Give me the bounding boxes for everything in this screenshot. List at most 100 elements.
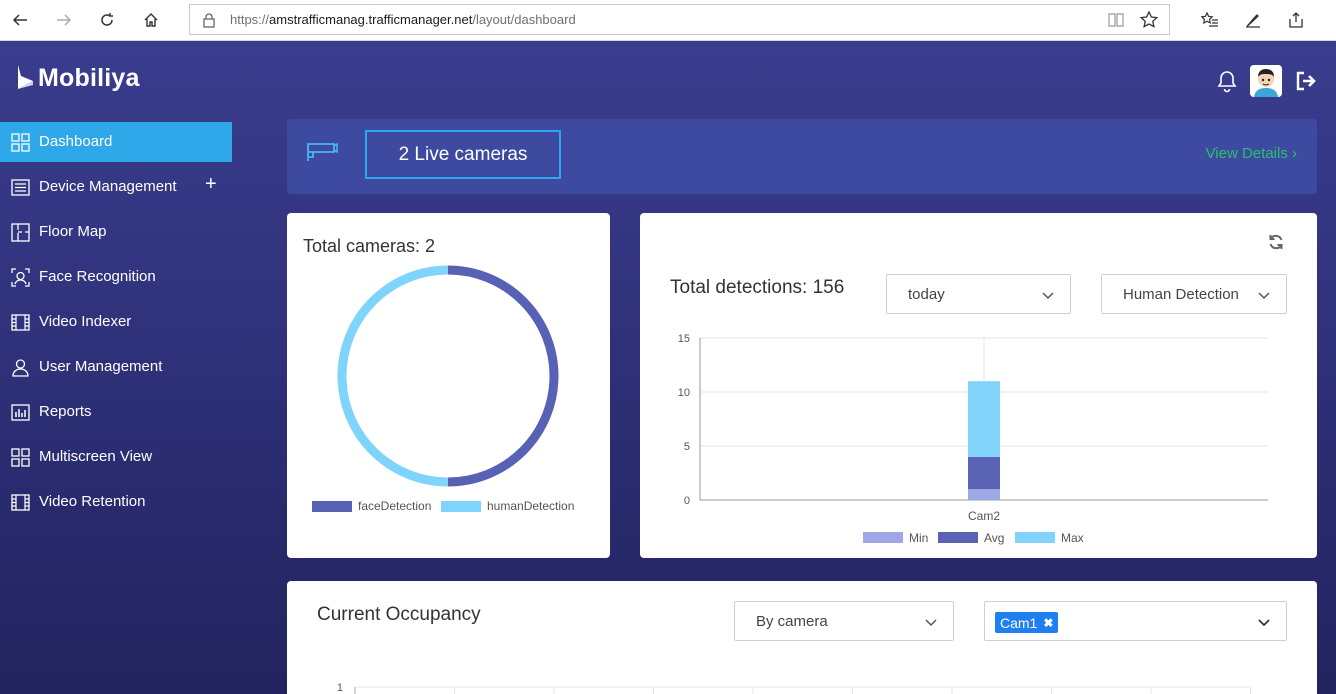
url-text: https://amstrafficmanag.trafficmanager.n…	[230, 12, 576, 27]
favorite-star-icon[interactable]	[1139, 10, 1159, 30]
legend-min[interactable]: Min	[863, 531, 928, 545]
chip-remove-icon[interactable]: ✖	[1043, 615, 1054, 630]
view-details-link[interactable]: View Details ›	[1205, 145, 1297, 162]
lock-icon	[203, 13, 215, 28]
list-icon	[11, 179, 30, 196]
period-select-value: today	[908, 286, 945, 303]
bar-min-cam2[interactable]	[968, 489, 1000, 500]
y-tick-label: 10	[678, 387, 690, 399]
legend-max[interactable]: Max	[1015, 531, 1084, 545]
favorites-list-icon[interactable]	[1196, 6, 1224, 34]
film-icon	[11, 494, 30, 511]
legend-avg[interactable]: Avg	[938, 531, 1004, 545]
legend-face-detection[interactable]: faceDetection	[312, 499, 431, 513]
sidebar-item-label: Multiscreen View	[39, 448, 153, 465]
grid-icon	[11, 133, 30, 152]
current-occupancy-title: Current Occupancy	[317, 604, 481, 625]
group-by-value: By camera	[756, 613, 828, 630]
camera-chip-label: Cam1	[1000, 614, 1038, 631]
detection-type-value: Human Detection	[1123, 286, 1239, 303]
sidebar-item-floor-map[interactable]: Floor Map	[0, 212, 232, 252]
total-cameras-title: Total cameras: 2	[303, 236, 436, 256]
chevron-down-icon	[1042, 292, 1054, 300]
y-tick-label: 15	[678, 333, 690, 345]
detection-type-select[interactable]: Human Detection	[1101, 274, 1287, 314]
legend-swatch	[1015, 532, 1055, 543]
address-bar[interactable]: https://amstrafficmanag.trafficmanager.n…	[189, 4, 1170, 35]
logout-icon[interactable]	[1294, 69, 1318, 93]
sidebar-item-video-indexer[interactable]: Video Indexer	[0, 302, 232, 342]
sidebar-item-label: User Management	[39, 358, 163, 375]
chevron-right-icon: ›	[1292, 145, 1297, 162]
bar-avg-cam2[interactable]	[968, 456, 1000, 490]
legend-human-detection[interactable]: humanDetection	[441, 499, 574, 513]
brand-name: Mobiliya	[38, 63, 140, 92]
camera-chip[interactable]: Cam1 ✖	[995, 612, 1059, 633]
refresh-icon[interactable]	[1267, 233, 1285, 251]
back-icon[interactable]	[6, 6, 34, 34]
forward-icon[interactable]	[50, 6, 78, 34]
live-cameras-banner: 2 Live cameras View Details ›	[287, 119, 1317, 194]
sidebar-item-label: Video Indexer	[39, 313, 132, 330]
chevron-down-icon	[1258, 619, 1270, 627]
total-detections-card: Total detections: 156 today Human Detect…	[640, 213, 1317, 558]
legend-swatch	[863, 532, 903, 543]
avatar-icon	[1250, 65, 1282, 97]
legend-label: Max	[1061, 531, 1084, 545]
cctv-camera-icon	[307, 142, 338, 161]
notification-bell-icon[interactable]	[1216, 69, 1238, 93]
total-cameras-card: Total cameras: 2 faceDetection humanDete…	[287, 213, 610, 558]
sidebar-item-label: Video Retention	[39, 493, 146, 510]
group-by-select[interactable]: By camera	[734, 601, 954, 641]
detections-bar-chart[interactable]: 0 5 10 15 Cam2 Min Avg Max	[640, 308, 1317, 548]
sidebar-item-multiscreen-view[interactable]: Multiscreen View	[0, 437, 232, 477]
chevron-down-icon	[925, 619, 937, 627]
y-tick-label: 0	[684, 495, 690, 507]
sidebar-item-video-retention[interactable]: Video Retention	[0, 482, 232, 522]
home-icon[interactable]	[137, 6, 165, 34]
mobiliya-logo-icon	[18, 65, 33, 89]
sidebar-item-reports[interactable]: Reports	[0, 392, 232, 432]
live-cameras-count: 2 Live cameras	[365, 130, 561, 179]
sidebar-item-dashboard[interactable]: Dashboard	[0, 122, 232, 162]
sidebar-item-user-management[interactable]: User Management	[0, 347, 232, 387]
total-detections-title: Total detections: 156	[670, 277, 845, 298]
legend-label: faceDetection	[358, 499, 432, 513]
legend-swatch	[938, 532, 978, 543]
sidebar-item-label: Reports	[39, 403, 92, 420]
user-icon	[12, 359, 29, 377]
app-shell: Mobiliya Dashboard Device Management +	[0, 41, 1336, 694]
legend-label: Min	[909, 531, 928, 545]
vertical-grid-lines	[454, 687, 1251, 694]
x-tick-label: Cam2	[968, 509, 1000, 523]
legend-swatch	[312, 500, 352, 512]
film-icon	[11, 314, 30, 331]
floor-map-icon	[11, 223, 30, 242]
browser-toolbar: https://amstrafficmanag.trafficmanager.n…	[0, 0, 1336, 41]
brand-logo[interactable]: Mobiliya	[16, 63, 140, 93]
user-avatar[interactable]	[1250, 65, 1282, 97]
camera-multiselect[interactable]: Cam1 ✖	[984, 601, 1287, 641]
sidebar-item-face-recognition[interactable]: Face Recognition	[0, 257, 232, 297]
y-tick-label: 5	[684, 441, 690, 453]
donut-slice-facedetection[interactable]	[447, 265, 559, 487]
expand-plus-icon[interactable]: +	[205, 173, 217, 195]
sidebar-item-label: Floor Map	[39, 223, 107, 240]
reading-view-icon[interactable]	[1106, 10, 1126, 30]
bar-report-icon	[11, 404, 30, 421]
sidebar-nav: Dashboard Device Management + Floor Map …	[0, 122, 232, 527]
share-icon[interactable]	[1282, 6, 1310, 34]
period-select[interactable]: today	[886, 274, 1071, 314]
bar-max-cam2[interactable]	[968, 381, 1000, 457]
y-tick-label: 1	[337, 682, 343, 694]
sidebar-item-device-management[interactable]: Device Management +	[0, 167, 232, 207]
grid-icon	[11, 448, 30, 467]
occupancy-chart: 1	[337, 682, 1251, 694]
legend-label: humanDetection	[487, 499, 575, 513]
donut-slice-humandetection[interactable]	[337, 265, 449, 487]
cameras-donut-chart[interactable]	[333, 261, 563, 491]
sidebar-item-label: Device Management	[39, 178, 177, 195]
refresh-icon[interactable]	[93, 6, 121, 34]
pen-icon[interactable]	[1239, 6, 1267, 34]
legend-label: Avg	[984, 531, 1004, 545]
